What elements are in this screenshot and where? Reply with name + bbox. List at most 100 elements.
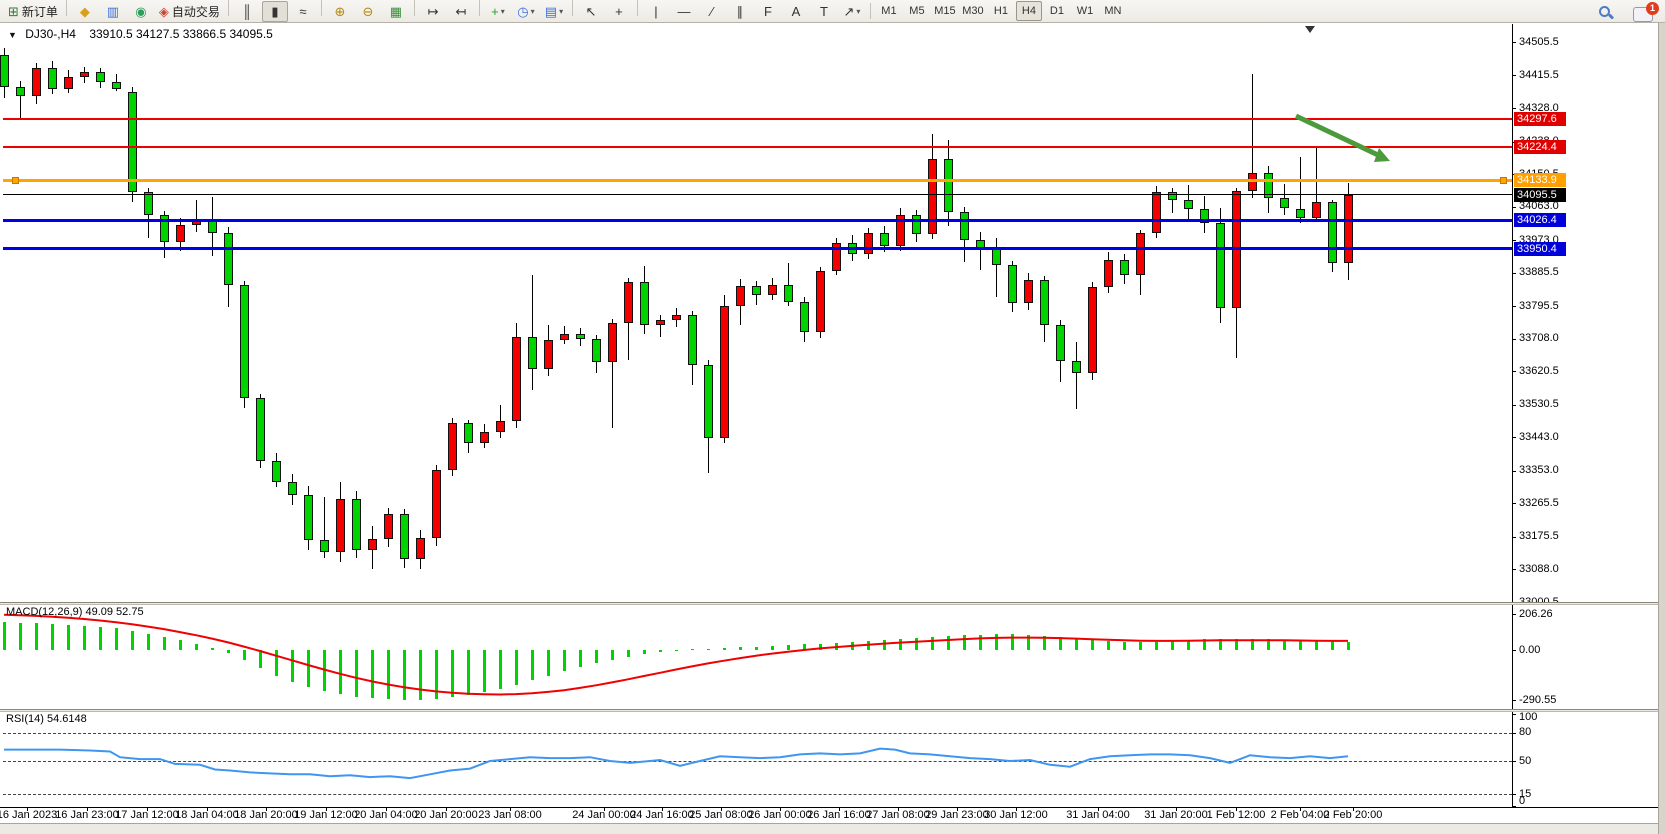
signals-button[interactable]: ◉	[128, 1, 154, 22]
macd-histogram-bar	[227, 650, 230, 654]
price-line-34224.4[interactable]	[3, 145, 1512, 148]
timeframe-w1[interactable]: W1	[1076, 5, 1094, 17]
price-tick-label: 33175.5	[1519, 530, 1559, 543]
toolbar-separator	[320, 0, 322, 16]
timeframe-mn[interactable]: MN	[1104, 5, 1122, 17]
price-tick	[1512, 470, 1516, 472]
rsi-tick	[1512, 761, 1516, 762]
new-order-button[interactable]: ⊞ 新订单	[5, 1, 61, 22]
candle-wick	[324, 496, 325, 559]
fibonacci-button[interactable]: F	[755, 1, 781, 22]
candlestick-button[interactable]: ▮	[261, 1, 288, 23]
templates-button[interactable]: ▤ ▾	[541, 1, 567, 22]
candle	[912, 215, 921, 234]
status-strip	[0, 823, 1658, 834]
chart-shift-button[interactable]: ↤	[448, 1, 474, 22]
candle	[880, 233, 889, 247]
crosshair-button[interactable]: +	[606, 1, 632, 22]
search-button[interactable]	[1592, 2, 1618, 23]
cursor-button[interactable]: ↖	[578, 1, 604, 22]
candle	[784, 284, 793, 302]
channel-button[interactable]: ∥	[727, 1, 753, 22]
macd-histogram-bar	[483, 650, 486, 693]
dropdown-caret-icon: ▾	[530, 7, 535, 17]
macd-histogram-bar	[499, 650, 502, 689]
symbol-dropdown-icon[interactable]: ▼	[8, 30, 17, 40]
price-tick	[1512, 240, 1516, 242]
chart-shift-marker[interactable]	[1305, 26, 1315, 33]
time-tick	[266, 807, 267, 811]
trend-arrow-annotation[interactable]	[1294, 113, 1390, 162]
macd-histogram-bar	[1219, 638, 1222, 650]
indicators-button[interactable]: + ▾	[485, 1, 511, 22]
time-tick-label: 25 Jan 08:00	[689, 809, 753, 821]
text-button[interactable]: A	[783, 1, 809, 22]
autotrade-button[interactable]: ◈ 自动交易	[156, 1, 223, 22]
candle	[1008, 265, 1017, 304]
line-chart-button[interactable]: ≈	[290, 1, 316, 22]
autotrade-icon: ◈	[158, 3, 169, 19]
macd-histogram-bar	[611, 650, 614, 660]
candle	[560, 334, 569, 340]
vertical-line-button[interactable]: |	[643, 1, 669, 22]
macd-histogram-bar	[179, 640, 182, 650]
timeframe-h4[interactable]: H4	[1015, 1, 1042, 21]
price-tick	[1512, 503, 1516, 505]
rsi-tick	[1512, 732, 1516, 734]
macd-histogram-bar	[387, 650, 390, 700]
timeframe-m5[interactable]: M5	[909, 5, 925, 17]
ohlc-readout: 33910.5 34127.5 33866.5 34095.5	[89, 27, 273, 41]
line-handle[interactable]	[1500, 176, 1507, 184]
timeframe-m30[interactable]: M30	[962, 5, 984, 17]
notifications-button[interactable]: 1	[1630, 1, 1659, 23]
macd-histogram-bar	[83, 625, 86, 650]
time-tick-label: 26 Jan 16:00	[807, 809, 871, 821]
price-tick-label: 34415.5	[1519, 68, 1559, 81]
text-label-button[interactable]: T	[811, 1, 837, 22]
price-line-34133.9[interactable]	[3, 178, 1512, 182]
zoom-in-button[interactable]: ⊕	[327, 1, 353, 22]
chart-style-button[interactable]: ◆	[72, 1, 98, 22]
macd-tick	[1512, 614, 1516, 616]
market-watch-button[interactable]: ▥	[100, 1, 126, 22]
candle	[656, 320, 665, 325]
candle	[704, 365, 713, 439]
time-axis-border	[0, 807, 1658, 808]
bar-chart-button[interactable]: ║	[234, 1, 260, 22]
timeframe-m1[interactable]: M1	[881, 5, 897, 17]
candle	[528, 336, 537, 370]
arrows-button[interactable]: ↗ ▾	[839, 1, 865, 22]
price-tick	[1512, 536, 1516, 538]
tile-windows-button[interactable]: ▦	[383, 1, 409, 22]
time-tick	[780, 807, 781, 811]
candle	[1344, 194, 1353, 264]
price-tick	[1512, 338, 1516, 340]
rsi-level-50	[3, 761, 1512, 762]
horizontal-line-button[interactable]: —	[671, 1, 697, 22]
line-handle[interactable]	[12, 176, 19, 184]
macd-histogram-bar	[115, 628, 118, 650]
price-line-34297.6[interactable]	[3, 118, 1512, 121]
timeframe-h1[interactable]: H1	[993, 5, 1008, 17]
timeframe-d1[interactable]: D1	[1049, 5, 1064, 17]
candle	[992, 248, 1001, 266]
price-line-34026.4[interactable]	[3, 218, 1512, 222]
toolbar-separator	[636, 0, 638, 16]
macd-histogram-bar	[579, 650, 582, 668]
zoom-out-button[interactable]: ⊖	[355, 1, 381, 22]
timeframe-m15[interactable]: M15	[934, 5, 956, 17]
crosshair-icon: +	[615, 3, 623, 19]
candle	[304, 495, 313, 541]
periods-button[interactable]: ◷ ▾	[513, 1, 539, 22]
macd-histogram-bar	[963, 635, 966, 650]
pane-divider-rsi[interactable]	[0, 709, 1658, 712]
price-tick	[1512, 404, 1516, 406]
pane-divider-macd[interactable]	[0, 602, 1658, 605]
time-tick	[721, 807, 722, 811]
trendline-button[interactable]: ∕	[699, 1, 725, 22]
price-line-33950.4[interactable]	[3, 247, 1512, 251]
candle-wick	[788, 262, 789, 307]
price-line-34095.5[interactable]	[3, 194, 1512, 196]
candle	[416, 538, 425, 560]
auto-scroll-button[interactable]: ↦	[420, 1, 446, 22]
